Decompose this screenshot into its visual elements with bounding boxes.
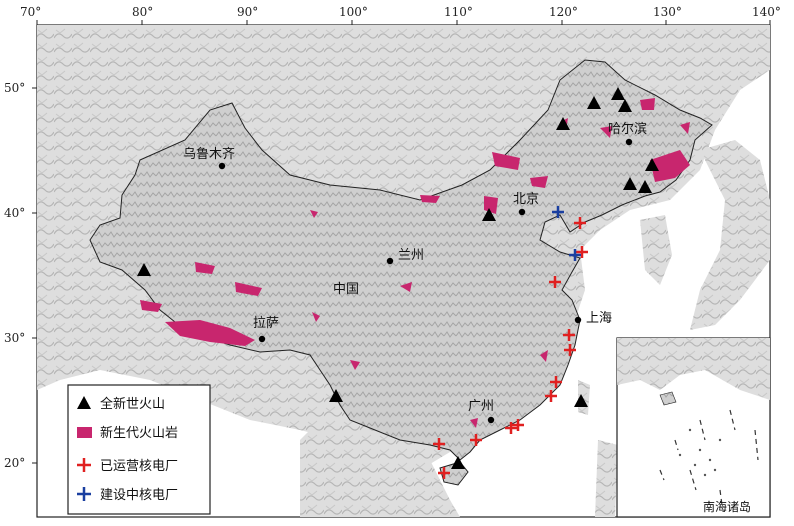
- volcano-triangle-icon: [574, 394, 588, 407]
- country-label-china: 中国: [333, 282, 359, 297]
- lat-tick-label: 50°: [4, 81, 25, 95]
- city-label-shanghai: 上海: [586, 311, 612, 326]
- land-relief-japan: [640, 140, 770, 330]
- city-dots: [218, 138, 633, 424]
- lon-tick-label: 70°: [20, 5, 41, 19]
- legend-operating-plant-icon: [77, 458, 91, 472]
- legend-volcano-icon: [77, 396, 91, 409]
- volcano-triangle-icon: [645, 158, 659, 171]
- china-territory: [89, 59, 713, 461]
- legend-label-construction-plant: 建设中核电厂: [100, 488, 178, 503]
- lon-tick-label: 80°: [132, 5, 153, 19]
- volcano-triangle-icon: [482, 208, 496, 221]
- city-label-guangzhou: 广州: [468, 399, 494, 414]
- legend-construction-plant-icon: [77, 487, 91, 501]
- construction-plant-markers: [552, 206, 581, 261]
- city-label-beijing: 北京: [513, 192, 539, 207]
- lon-tick-label: 120°: [549, 5, 578, 19]
- city-label-urumqi: 乌鲁木齐: [183, 146, 235, 162]
- city-label-lanzhou: 兰州: [398, 248, 424, 263]
- city-label-harbin: 哈尔滨: [608, 121, 647, 137]
- volcano-triangle-icon: [137, 263, 151, 276]
- lon-tick-label: 110°: [444, 5, 473, 19]
- volcano-triangle-icon: [611, 87, 625, 100]
- lon-tick-label: 90°: [237, 5, 258, 19]
- south-china-sea-inset: 南海诸岛: [616, 337, 771, 518]
- volcano-triangle-icon: [451, 456, 465, 469]
- lat-tick-label: 40°: [4, 206, 25, 220]
- volcano-triangle-icon: [587, 96, 601, 109]
- volcano-triangle-icon: [618, 99, 632, 112]
- volcano-markers: [137, 87, 659, 469]
- lat-tick-label: 30°: [4, 331, 25, 345]
- lon-tick-label: 100°: [339, 5, 368, 19]
- inset-label: 南海诸岛: [703, 499, 751, 514]
- legend-label-volcano: 全新世火山: [100, 396, 165, 412]
- legend-cenozoic-rock-icon: [77, 427, 92, 438]
- volcano-triangle-icon: [638, 180, 652, 193]
- cenozoic-rock-patches: [140, 98, 690, 428]
- graticule-ticks: [32, 20, 771, 464]
- volcano-triangle-icon: [329, 389, 343, 402]
- legend: 全新世火山 新生代火山岩 已运营核电厂 建设中核电厂: [67, 384, 211, 515]
- city-label-lhasa: 拉萨: [253, 316, 279, 331]
- volcano-triangle-icon: [623, 177, 637, 190]
- land-relief-taiwan: [578, 380, 618, 517]
- lon-tick-label: 140°: [752, 5, 781, 19]
- land-relief-sea: [300, 410, 460, 517]
- operating-plant-markers: [433, 217, 588, 479]
- legend-label-operating-plant: 已运营核电厂: [100, 459, 178, 474]
- legend-label-cenozoic-rock: 新生代火山岩: [100, 425, 178, 441]
- volcano-triangle-icon: [556, 117, 570, 130]
- lat-tick-label: 20°: [4, 456, 25, 470]
- lon-tick-label: 130°: [653, 5, 682, 19]
